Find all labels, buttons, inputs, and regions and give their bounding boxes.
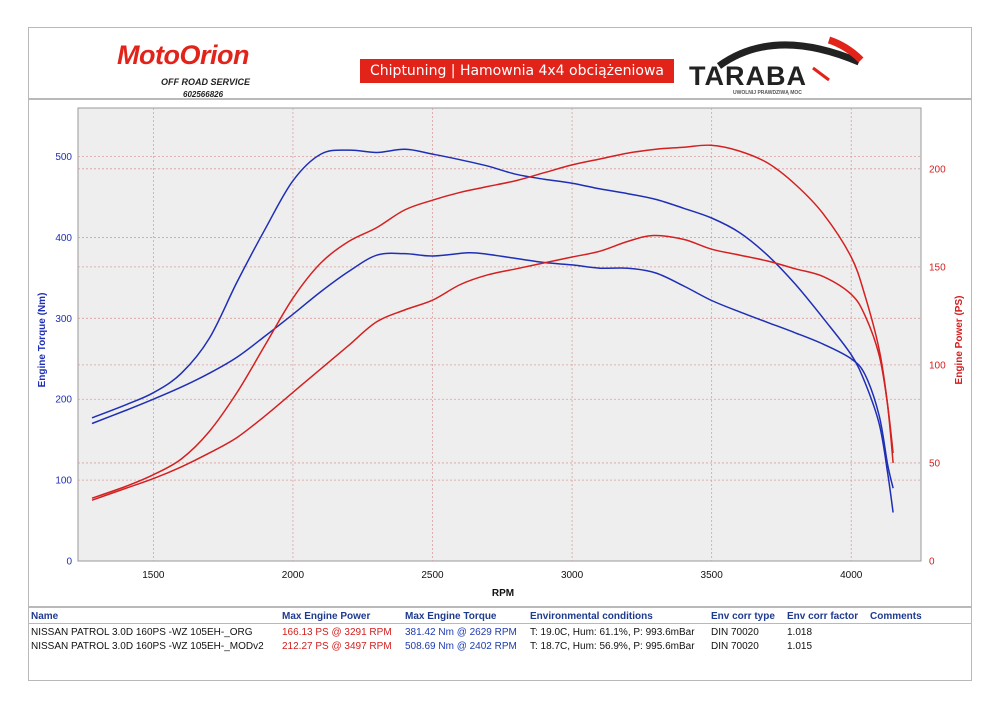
- table-header-env-corr-factor: Env corr factor: [787, 611, 859, 622]
- y-axis-right-label: Engine Power (PS): [954, 296, 965, 385]
- table-header-max-power: Max Engine Power: [282, 611, 371, 622]
- table-row-1-env-corr-type: DIN 70020: [711, 627, 759, 638]
- y-left-tick-label: 300: [55, 314, 72, 325]
- table-divider: [29, 623, 971, 624]
- x-axis-label: RPM: [492, 588, 514, 599]
- table-row-2-env-conditions: T: 18.7C, Hum: 56.9%, P: 995.6mBar: [530, 641, 695, 652]
- report-header: MotoOrion OFF ROAD SERVICE 602566826 Chi…: [28, 27, 972, 99]
- y-right-tick-label: 100: [929, 360, 946, 371]
- taraba-logo-arc-icon: [716, 36, 864, 82]
- y-right-tick-label: 50: [929, 458, 941, 469]
- x-tick-label: 4000: [840, 570, 863, 581]
- y-right-tick-label: 200: [929, 164, 946, 175]
- results-table: Name Max Engine Power Max Engine Torque …: [28, 607, 972, 681]
- table-header-comments: Comments: [870, 611, 922, 622]
- x-tick-label: 3500: [701, 570, 724, 581]
- table-row-2-max-torque: 508.69 Nm @ 2402 RPM: [405, 641, 517, 652]
- motoorion-logo-text: MotoOrion: [117, 40, 249, 70]
- y-left-tick-label: 0: [66, 557, 72, 568]
- taraba-logo: TARABA UWOLNIJ PRAWDZIWĄ MOC: [679, 28, 899, 100]
- table-header-name: Name: [31, 611, 59, 622]
- y-right-tick-label: 150: [929, 262, 946, 273]
- plot-area: [77, 107, 922, 562]
- y-axis-left-label: Engine Torque (Nm): [37, 293, 48, 388]
- taraba-logo-text: TARABA: [689, 61, 807, 91]
- x-tick-label: 2000: [282, 570, 305, 581]
- taraba-logo-subtitle: UWOLNIJ PRAWDZIWĄ MOC: [733, 90, 802, 96]
- table-header-env-corr-type: Env corr type: [711, 611, 775, 622]
- table-row-2-max-power: 212.27 PS @ 3497 RPM: [282, 641, 392, 652]
- table-row-1-env-conditions: T: 19.0C, Hum: 61.1%, P: 993.6mBar: [530, 627, 695, 638]
- table-row-1-max-torque: 381.42 Nm @ 2629 RPM: [405, 627, 517, 638]
- y-left-tick-label: 400: [55, 233, 72, 244]
- table-row-1-env-corr-factor: 1.018: [787, 627, 813, 638]
- x-tick-label: 3000: [561, 570, 584, 581]
- motoorion-logo-subtitle: OFF ROAD SERVICE: [161, 77, 251, 87]
- table-header-env-conditions: Environmental conditions: [530, 611, 653, 622]
- y-right-tick-label: 0: [929, 557, 935, 568]
- table-row-2-env-corr-type: DIN 70020: [711, 641, 759, 652]
- dyno-chart: 1500 2000 2500 3000 3500 40000100200300400500…: [37, 107, 965, 599]
- power-curve-modv2: [91, 144, 894, 499]
- x-tick-label: 2500: [421, 570, 444, 581]
- x-tick-label: 1500: [142, 570, 165, 581]
- table-row-2-env-corr-factor: 1.015: [787, 641, 813, 652]
- y-left-tick-label: 200: [55, 395, 72, 406]
- y-left-tick-label: 500: [55, 152, 72, 163]
- motoorion-logo: MotoOrion OFF ROAD SERVICE 602566826: [117, 40, 317, 100]
- header-banner: Chiptuning | Hamownia 4x4 obciążeniowa: [360, 59, 674, 83]
- torque-curve-org: [91, 251, 894, 489]
- table-row-1-name: NISSAN PATROL 3.0D 160PS -WZ 105EH-_ORG: [31, 627, 253, 638]
- table-row-2-name: NISSAN PATROL 3.0D 160PS -WZ 105EH-_MODv…: [31, 641, 264, 652]
- table-header-max-torque: Max Engine Torque: [405, 611, 497, 622]
- power-curve-org: [91, 234, 894, 501]
- motoorion-logo-phone: 602566826: [183, 90, 224, 99]
- y-left-tick-label: 100: [55, 476, 72, 487]
- table-row-1-max-power: 166.13 PS @ 3291 RPM: [282, 627, 392, 638]
